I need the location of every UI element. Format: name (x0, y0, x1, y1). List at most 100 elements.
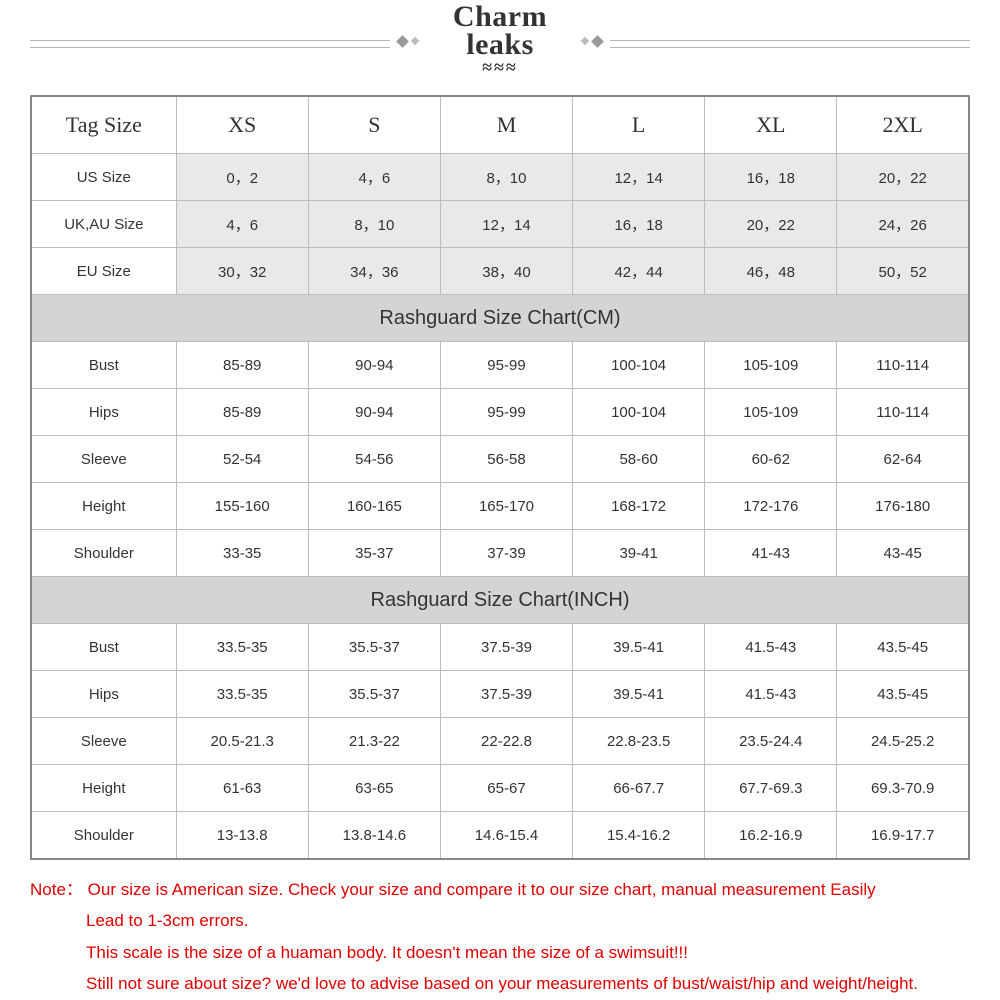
cell: 13.8-14.6 (308, 812, 440, 860)
row-label: Sleeve (31, 718, 176, 765)
cell: 39.5-41 (573, 624, 705, 671)
cell: 85-89 (176, 389, 308, 436)
cell: 41.5-43 (705, 624, 837, 671)
cell: 42，44 (573, 248, 705, 295)
row-label: Bust (31, 624, 176, 671)
note-line: Still not sure about size? we'd love to … (86, 968, 970, 999)
cell: 105-109 (705, 342, 837, 389)
cell: 8，10 (308, 201, 440, 248)
cell: 58-60 (573, 436, 705, 483)
cell: 20，22 (705, 201, 837, 248)
table-row: Sleeve20.5-21.321.3-2222-22.822.8-23.523… (31, 718, 969, 765)
col-header: XS (176, 96, 308, 154)
cell: 168-172 (573, 483, 705, 530)
diamond-icon (396, 35, 409, 48)
cell: 22-22.8 (440, 718, 572, 765)
cell: 22.8-23.5 (573, 718, 705, 765)
table-row: Bust33.5-3535.5-3737.5-3939.5-4141.5-434… (31, 624, 969, 671)
cell: 62-64 (837, 436, 969, 483)
cell: 38，40 (440, 248, 572, 295)
cell: 46，48 (705, 248, 837, 295)
cell: 100-104 (573, 342, 705, 389)
cell: 20，22 (837, 154, 969, 201)
size-chart-table: Tag Size XS S M L XL 2XL US Size0，24，68，… (30, 95, 970, 860)
cell: 50，52 (837, 248, 969, 295)
cell: 24，26 (837, 201, 969, 248)
table-row: Hips33.5-3535.5-3737.5-3939.5-4141.5-434… (31, 671, 969, 718)
note-block: Note： Our size is American size. Check y… (30, 874, 970, 1000)
col-header: XL (705, 96, 837, 154)
cell: 34，36 (308, 248, 440, 295)
rule-right (610, 40, 970, 48)
cell: 35.5-37 (308, 624, 440, 671)
cell: 165-170 (440, 483, 572, 530)
row-label: Shoulder (31, 812, 176, 860)
cell: 90-94 (308, 342, 440, 389)
cell: 12，14 (440, 201, 572, 248)
cell: 110-114 (837, 342, 969, 389)
cell: 90-94 (308, 389, 440, 436)
cell: 0，2 (176, 154, 308, 201)
brand-header: Charm leaks ≈≈≈ (0, 0, 1000, 95)
cell: 16.2-16.9 (705, 812, 837, 860)
section-header-inch: Rashguard Size Chart(INCH) (31, 577, 969, 624)
cell: 39-41 (573, 530, 705, 577)
row-label: Height (31, 483, 176, 530)
tag-size-row: Tag Size XS S M L XL 2XL (31, 96, 969, 154)
table-row: Height61-6363-6565-6766-67.767.7-69.369.… (31, 765, 969, 812)
cell: 37.5-39 (440, 624, 572, 671)
cell: 95-99 (440, 389, 572, 436)
row-label: US Size (31, 154, 176, 201)
row-label: UK,AU Size (31, 201, 176, 248)
cell: 43.5-45 (837, 671, 969, 718)
row-label: Bust (31, 342, 176, 389)
cell: 39.5-41 (573, 671, 705, 718)
cell: 65-67 (440, 765, 572, 812)
col-header: M (440, 96, 572, 154)
section-header-cm: Rashguard Size Chart(CM) (31, 295, 969, 342)
cell: 13-13.8 (176, 812, 308, 860)
table-row: Bust85-8990-9495-99100-104105-109110-114 (31, 342, 969, 389)
cell: 160-165 (308, 483, 440, 530)
cell: 105-109 (705, 389, 837, 436)
cell: 33-35 (176, 530, 308, 577)
row-label: Hips (31, 671, 176, 718)
cell: 35-37 (308, 530, 440, 577)
cell: 33.5-35 (176, 671, 308, 718)
table-row: Sleeve52-5454-5656-5858-6060-6262-64 (31, 436, 969, 483)
cell: 14.6-15.4 (440, 812, 572, 860)
cell: 63-65 (308, 765, 440, 812)
cell: 172-176 (705, 483, 837, 530)
cell: 41-43 (705, 530, 837, 577)
table-row: Hips85-8990-9495-99100-104105-109110-114 (31, 389, 969, 436)
section-title: Rashguard Size Chart(CM) (31, 295, 969, 342)
cell: 37-39 (440, 530, 572, 577)
table-row: Shoulder13-13.813.8-14.614.6-15.415.4-16… (31, 812, 969, 860)
cell: 100-104 (573, 389, 705, 436)
cell: 24.5-25.2 (837, 718, 969, 765)
brand-line2: leaks (453, 30, 547, 60)
diamond-icon (591, 35, 604, 48)
cell: 41.5-43 (705, 671, 837, 718)
diamond-icon (411, 37, 419, 45)
row-label: Hips (31, 389, 176, 436)
cell: 69.3-70.9 (837, 765, 969, 812)
rule-left (30, 40, 390, 48)
cell: 21.3-22 (308, 718, 440, 765)
cell: 12，14 (573, 154, 705, 201)
table-row: Shoulder33-3535-3737-3939-4141-4343-45 (31, 530, 969, 577)
cell: 20.5-21.3 (176, 718, 308, 765)
cell: 33.5-35 (176, 624, 308, 671)
cell: 23.5-24.4 (705, 718, 837, 765)
cell: 61-63 (176, 765, 308, 812)
cell: 43.5-45 (837, 624, 969, 671)
col-header: 2XL (837, 96, 969, 154)
cell: 54-56 (308, 436, 440, 483)
diamond-icon (581, 37, 589, 45)
tag-size-label: Tag Size (31, 96, 176, 154)
cell: 8，10 (440, 154, 572, 201)
cell: 110-114 (837, 389, 969, 436)
cell: 4，6 (308, 154, 440, 201)
cell: 35.5-37 (308, 671, 440, 718)
col-header: S (308, 96, 440, 154)
